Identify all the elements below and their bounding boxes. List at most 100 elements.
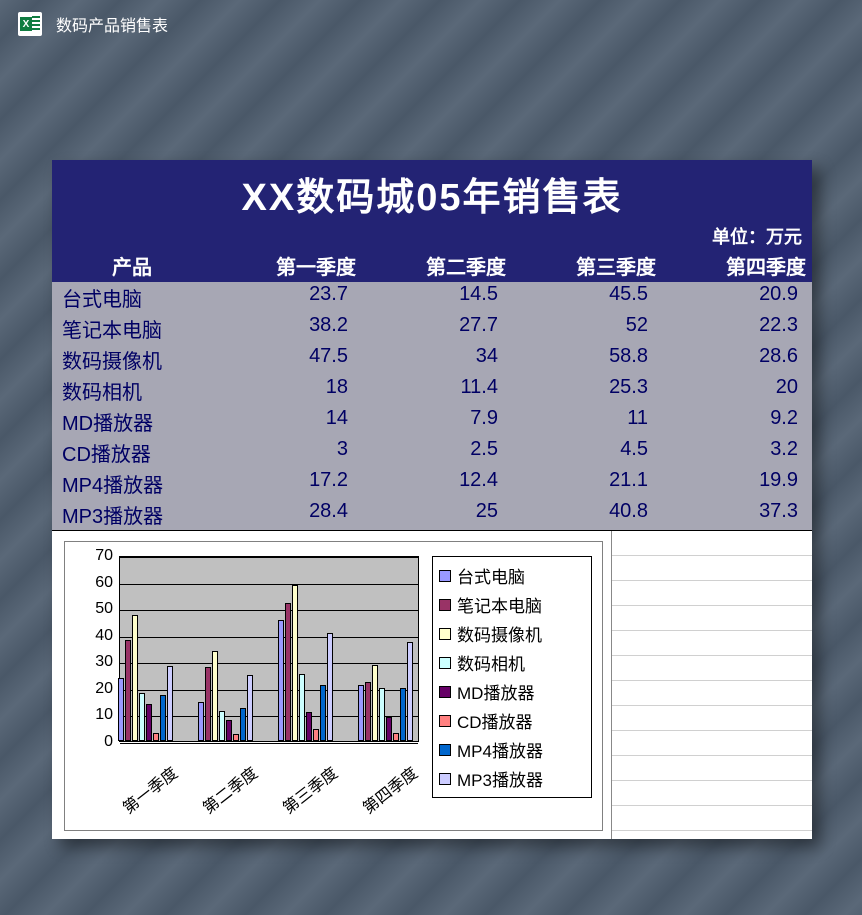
cell-value[interactable]: 14	[212, 406, 362, 437]
bar	[247, 675, 253, 741]
cell-row[interactable]	[612, 706, 812, 731]
cell-value[interactable]: 18	[212, 375, 362, 406]
cell-value[interactable]: 7.9	[362, 406, 512, 437]
cell-product[interactable]: 数码相机	[52, 375, 212, 406]
table-row[interactable]: 台式电脑23.714.545.520.9	[52, 282, 812, 313]
table-body: 台式电脑23.714.545.520.9笔记本电脑38.227.75222.3数…	[52, 282, 812, 530]
cell-value[interactable]: 20	[662, 375, 812, 406]
cell-row[interactable]	[612, 656, 812, 681]
file-title: 数码产品销售表	[56, 12, 168, 36]
bar	[393, 733, 399, 742]
cell-value[interactable]: 12.4	[362, 468, 512, 499]
cell-product[interactable]: MP4播放器	[52, 468, 212, 499]
col-header-q3: 第三季度	[512, 249, 662, 282]
cell-value[interactable]: 4.5	[512, 437, 662, 468]
bar-group	[118, 615, 173, 741]
legend-label: CD播放器	[457, 708, 533, 733]
cell-value[interactable]: 19.9	[662, 468, 812, 499]
bar	[292, 585, 298, 741]
cell-product[interactable]: CD播放器	[52, 437, 212, 468]
bar	[153, 733, 159, 741]
cell-value[interactable]: 11.4	[362, 375, 512, 406]
bar-group	[198, 651, 253, 741]
x-tick-label: 第四季度	[357, 760, 422, 818]
chart-container[interactable]: 010203040506070 第一季度第二季度第三季度第四季度 台式电脑笔记本…	[52, 531, 612, 839]
cell-row[interactable]	[612, 556, 812, 581]
bar	[205, 667, 211, 741]
y-tick-label: 70	[95, 547, 113, 565]
y-axis: 010203040506070	[83, 556, 115, 742]
cell-product[interactable]: MP3播放器	[52, 499, 212, 530]
table-row[interactable]: 笔记本电脑38.227.75222.3	[52, 313, 812, 344]
table-row[interactable]: MP4播放器17.212.421.119.9	[52, 468, 812, 499]
cell-row[interactable]	[612, 756, 812, 781]
chart-legend: 台式电脑笔记本电脑数码摄像机数码相机MD播放器CD播放器MP4播放器MP3播放器	[432, 556, 592, 798]
cell-value[interactable]: 37.3	[662, 499, 812, 530]
cell-value[interactable]: 3.2	[662, 437, 812, 468]
bar	[198, 702, 204, 741]
cell-value[interactable]: 11	[512, 406, 662, 437]
cell-value[interactable]: 23.7	[212, 282, 362, 313]
table-title: XX数码城05年销售表	[52, 160, 812, 223]
bar	[386, 717, 392, 741]
cell-product[interactable]: 台式电脑	[52, 282, 212, 313]
cell-value[interactable]: 34	[362, 344, 512, 375]
cell-row[interactable]	[612, 531, 812, 556]
cell-row[interactable]	[612, 631, 812, 656]
table-row[interactable]: 数码摄像机47.53458.828.6	[52, 344, 812, 375]
bar	[313, 729, 319, 741]
table-row[interactable]: MD播放器147.9119.2	[52, 406, 812, 437]
chart-inner: 010203040506070 第一季度第二季度第三季度第四季度 台式电脑笔记本…	[64, 541, 603, 831]
x-axis-labels: 第一季度第二季度第三季度第四季度	[119, 748, 419, 818]
bar	[219, 711, 225, 741]
legend-swatch	[439, 628, 451, 640]
legend-swatch	[439, 686, 451, 698]
cell-value[interactable]: 25.3	[512, 375, 662, 406]
cell-value[interactable]: 40.8	[512, 499, 662, 530]
bar	[278, 620, 284, 741]
cell-row[interactable]	[612, 606, 812, 631]
cell-row[interactable]	[612, 581, 812, 606]
col-header-q2: 第二季度	[362, 249, 512, 282]
cell-value[interactable]: 45.5	[512, 282, 662, 313]
cell-row[interactable]	[612, 731, 812, 756]
cell-value[interactable]: 38.2	[212, 313, 362, 344]
legend-label: MP3播放器	[457, 766, 543, 791]
cell-value[interactable]: 25	[362, 499, 512, 530]
cell-value[interactable]: 28.4	[212, 499, 362, 530]
y-tick-label: 10	[95, 706, 113, 724]
col-header-product: 产品	[52, 249, 212, 282]
cell-value[interactable]: 58.8	[512, 344, 662, 375]
cell-value[interactable]: 27.7	[362, 313, 512, 344]
gridline	[120, 610, 418, 611]
cell-value[interactable]: 20.9	[662, 282, 812, 313]
table-row[interactable]: MP3播放器28.42540.837.3	[52, 499, 812, 530]
cell-product[interactable]: 笔记本电脑	[52, 313, 212, 344]
bar	[365, 682, 371, 741]
empty-cells[interactable]	[612, 531, 812, 839]
cell-value[interactable]: 47.5	[212, 344, 362, 375]
plot-area	[119, 556, 419, 742]
cell-value[interactable]: 28.6	[662, 344, 812, 375]
cell-row[interactable]	[612, 781, 812, 806]
cell-row[interactable]	[612, 681, 812, 706]
cell-value[interactable]: 2.5	[362, 437, 512, 468]
x-tick-label: 第三季度	[277, 760, 342, 818]
cell-product[interactable]: 数码摄像机	[52, 344, 212, 375]
table-row[interactable]: 数码相机1811.425.320	[52, 375, 812, 406]
bar	[379, 688, 385, 741]
cell-value[interactable]: 21.1	[512, 468, 662, 499]
bar-group	[358, 642, 413, 741]
cell-value[interactable]: 22.3	[662, 313, 812, 344]
legend-item: 数码相机	[439, 648, 585, 677]
cell-value[interactable]: 17.2	[212, 468, 362, 499]
cell-value[interactable]: 14.5	[362, 282, 512, 313]
table-row[interactable]: CD播放器32.54.53.2	[52, 437, 812, 468]
legend-swatch	[439, 599, 451, 611]
cell-row[interactable]	[612, 806, 812, 831]
cell-product[interactable]: MD播放器	[52, 406, 212, 437]
cell-value[interactable]: 3	[212, 437, 362, 468]
legend-label: 笔记本电脑	[457, 592, 542, 617]
cell-value[interactable]: 52	[512, 313, 662, 344]
cell-value[interactable]: 9.2	[662, 406, 812, 437]
